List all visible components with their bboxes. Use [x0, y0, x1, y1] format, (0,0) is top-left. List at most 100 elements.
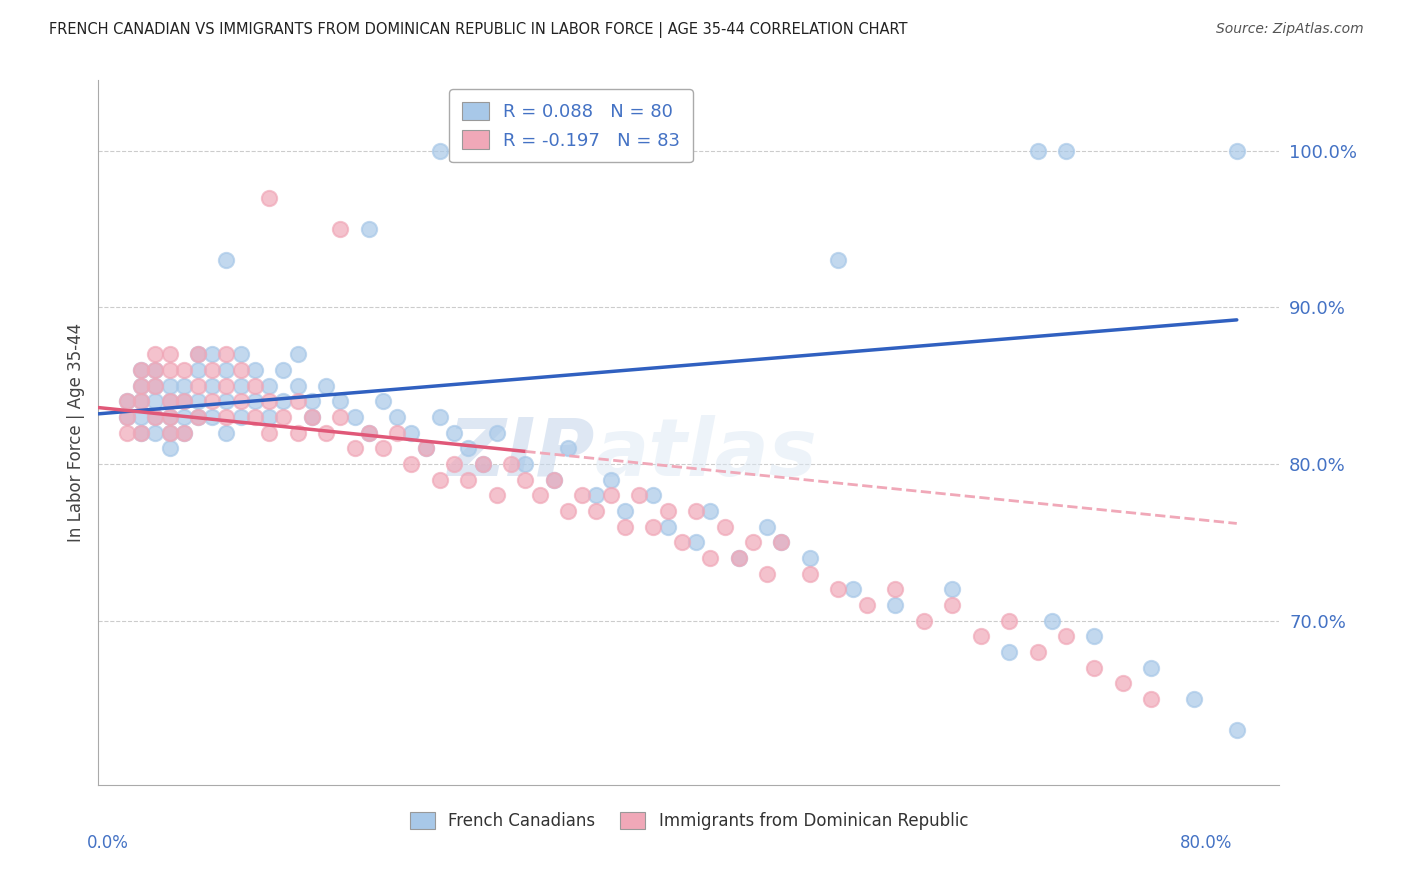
- Point: [215, 409, 238, 424]
- Point: [1040, 614, 1063, 628]
- Point: [129, 409, 152, 424]
- Point: [1054, 629, 1077, 643]
- Point: [415, 442, 437, 456]
- Point: [187, 394, 209, 409]
- Point: [856, 598, 879, 612]
- Point: [215, 394, 238, 409]
- Point: [713, 519, 735, 533]
- Point: [229, 363, 252, 377]
- Point: [257, 191, 280, 205]
- Point: [301, 409, 323, 424]
- Point: [471, 457, 494, 471]
- Point: [401, 425, 423, 440]
- Point: [257, 409, 280, 424]
- Text: 80.0%: 80.0%: [1180, 834, 1232, 852]
- Point: [129, 394, 152, 409]
- Point: [159, 394, 181, 409]
- Point: [329, 222, 352, 236]
- Point: [415, 442, 437, 456]
- Point: [187, 409, 209, 424]
- Point: [770, 535, 793, 549]
- Point: [201, 347, 224, 361]
- Point: [215, 363, 238, 377]
- Point: [998, 645, 1021, 659]
- Point: [371, 442, 394, 456]
- Point: [1140, 691, 1163, 706]
- Point: [215, 347, 238, 361]
- Point: [257, 394, 280, 409]
- Point: [599, 488, 621, 502]
- Point: [799, 566, 821, 581]
- Point: [671, 535, 693, 549]
- Text: Source: ZipAtlas.com: Source: ZipAtlas.com: [1216, 22, 1364, 37]
- Point: [657, 519, 679, 533]
- Point: [229, 409, 252, 424]
- Point: [173, 378, 195, 392]
- Point: [429, 409, 451, 424]
- Point: [585, 504, 607, 518]
- Point: [699, 504, 721, 518]
- Point: [912, 614, 935, 628]
- Point: [201, 409, 224, 424]
- Point: [129, 425, 152, 440]
- Point: [429, 473, 451, 487]
- Point: [628, 488, 651, 502]
- Point: [841, 582, 863, 597]
- Point: [387, 409, 409, 424]
- Point: [159, 425, 181, 440]
- Point: [742, 535, 765, 549]
- Point: [143, 363, 166, 377]
- Point: [770, 535, 793, 549]
- Y-axis label: In Labor Force | Age 35-44: In Labor Force | Age 35-44: [66, 323, 84, 542]
- Point: [273, 409, 295, 424]
- Point: [215, 253, 238, 268]
- Point: [1026, 144, 1049, 158]
- Point: [257, 378, 280, 392]
- Point: [187, 409, 209, 424]
- Point: [301, 394, 323, 409]
- Point: [229, 378, 252, 392]
- Point: [357, 425, 380, 440]
- Point: [585, 488, 607, 502]
- Point: [529, 488, 551, 502]
- Point: [143, 347, 166, 361]
- Point: [941, 598, 963, 612]
- Point: [215, 425, 238, 440]
- Point: [756, 519, 779, 533]
- Point: [457, 473, 479, 487]
- Point: [543, 473, 565, 487]
- Point: [143, 378, 166, 392]
- Point: [998, 614, 1021, 628]
- Point: [143, 425, 166, 440]
- Point: [515, 473, 537, 487]
- Point: [115, 409, 138, 424]
- Point: [243, 363, 266, 377]
- Point: [371, 394, 394, 409]
- Point: [401, 457, 423, 471]
- Point: [827, 582, 849, 597]
- Point: [159, 442, 181, 456]
- Point: [1226, 144, 1249, 158]
- Point: [159, 347, 181, 361]
- Point: [643, 519, 665, 533]
- Point: [201, 363, 224, 377]
- Point: [257, 425, 280, 440]
- Point: [827, 253, 849, 268]
- Point: [571, 488, 593, 502]
- Point: [187, 363, 209, 377]
- Point: [884, 598, 907, 612]
- Point: [515, 457, 537, 471]
- Point: [173, 394, 195, 409]
- Point: [159, 409, 181, 424]
- Point: [727, 550, 749, 565]
- Point: [115, 425, 138, 440]
- Point: [243, 378, 266, 392]
- Point: [1083, 660, 1105, 674]
- Point: [443, 425, 465, 440]
- Point: [557, 442, 579, 456]
- Point: [173, 394, 195, 409]
- Point: [129, 363, 152, 377]
- Point: [543, 473, 565, 487]
- Point: [343, 409, 366, 424]
- Point: [457, 144, 479, 158]
